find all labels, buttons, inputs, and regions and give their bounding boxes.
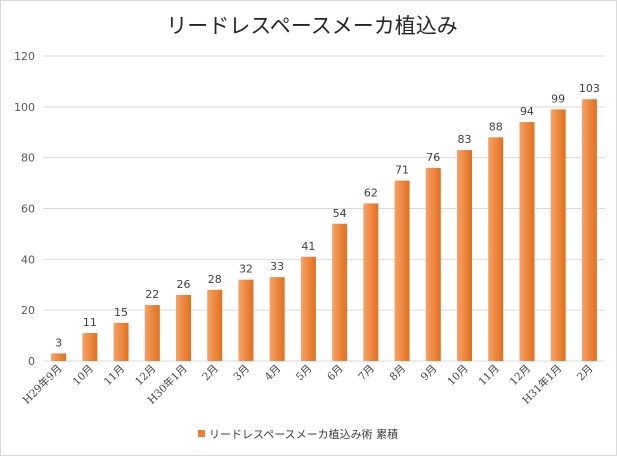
data-label: 54 [333, 207, 347, 220]
data-label: 11 [83, 316, 97, 329]
x-tick-label: 3月 [231, 363, 252, 384]
data-label: 71 [395, 164, 409, 177]
y-tick-label: 0 [28, 355, 35, 368]
gridlines [43, 55, 605, 362]
x-tick-label: 11月 [102, 363, 127, 388]
data-label: 32 [239, 263, 253, 276]
bar [269, 277, 285, 361]
x-tick-label: 12月 [133, 363, 158, 388]
bar [581, 99, 597, 361]
data-label: 76 [426, 151, 440, 164]
bar [82, 333, 98, 361]
bar [550, 109, 566, 361]
y-tick-label: 80 [21, 152, 35, 165]
x-tick-label: 2月 [200, 363, 221, 384]
chart-title: リードレスペースメーカ植込み [166, 14, 457, 38]
bar [113, 322, 129, 361]
data-label: 22 [145, 288, 159, 301]
bar [176, 294, 191, 361]
data-label: 3 [55, 336, 62, 349]
bar [207, 289, 223, 361]
x-tick-label: 8月 [388, 363, 409, 384]
x-tick-label: 10月 [71, 363, 96, 388]
bar [144, 305, 160, 361]
legend: リードレスペースメーカ植込み術 累積 [198, 427, 398, 441]
data-label: 99 [551, 92, 565, 105]
data-label: 41 [301, 240, 315, 253]
bar [488, 137, 504, 361]
y-tick-label: 40 [21, 253, 35, 266]
data-labels: 3 11 15 22 26 28 32 33 41 54 62 71 76 83 88 94 99 103 [55, 82, 600, 349]
data-label: 83 [458, 133, 472, 146]
data-label: 62 [364, 186, 378, 199]
x-tick-label: 5月 [294, 363, 315, 384]
data-label: 103 [579, 82, 600, 95]
x-tick-label: 6月 [325, 363, 346, 384]
bars [51, 99, 597, 361]
x-tick-label: H29年9月 [20, 362, 65, 407]
data-label: 26 [177, 278, 191, 291]
x-tick-label: 7月 [356, 363, 377, 384]
legend-label: リードレスペースメーカ植込み術 累積 [209, 427, 398, 441]
y-tick-label: 60 [21, 203, 35, 216]
x-tick-label: 12月 [508, 363, 533, 388]
bar [332, 223, 348, 361]
y-tick-label: 100 [14, 101, 35, 114]
data-label: 94 [520, 105, 534, 118]
bar [51, 353, 67, 361]
data-label: 33 [270, 260, 284, 273]
data-label: 15 [114, 306, 128, 319]
bar [519, 122, 535, 361]
y-tick-label: 120 [14, 50, 35, 63]
bar [300, 256, 316, 361]
y-axis-ticks: 0 20 40 60 80 100 120 [14, 50, 35, 368]
x-tick-label: 11月 [476, 363, 501, 388]
bar [363, 203, 379, 361]
bar [425, 167, 441, 361]
y-tick-label: 20 [21, 304, 35, 317]
data-label: 88 [489, 120, 503, 133]
x-tick-label: 9月 [419, 363, 440, 384]
legend-swatch [198, 430, 205, 437]
bar [394, 180, 410, 361]
data-label: 28 [208, 273, 222, 286]
x-tick-label: 2月 [575, 363, 596, 384]
x-tick-label: 10月 [445, 363, 470, 388]
bar [238, 279, 254, 361]
x-tick-label: 4月 [263, 363, 284, 384]
bar [457, 150, 472, 361]
